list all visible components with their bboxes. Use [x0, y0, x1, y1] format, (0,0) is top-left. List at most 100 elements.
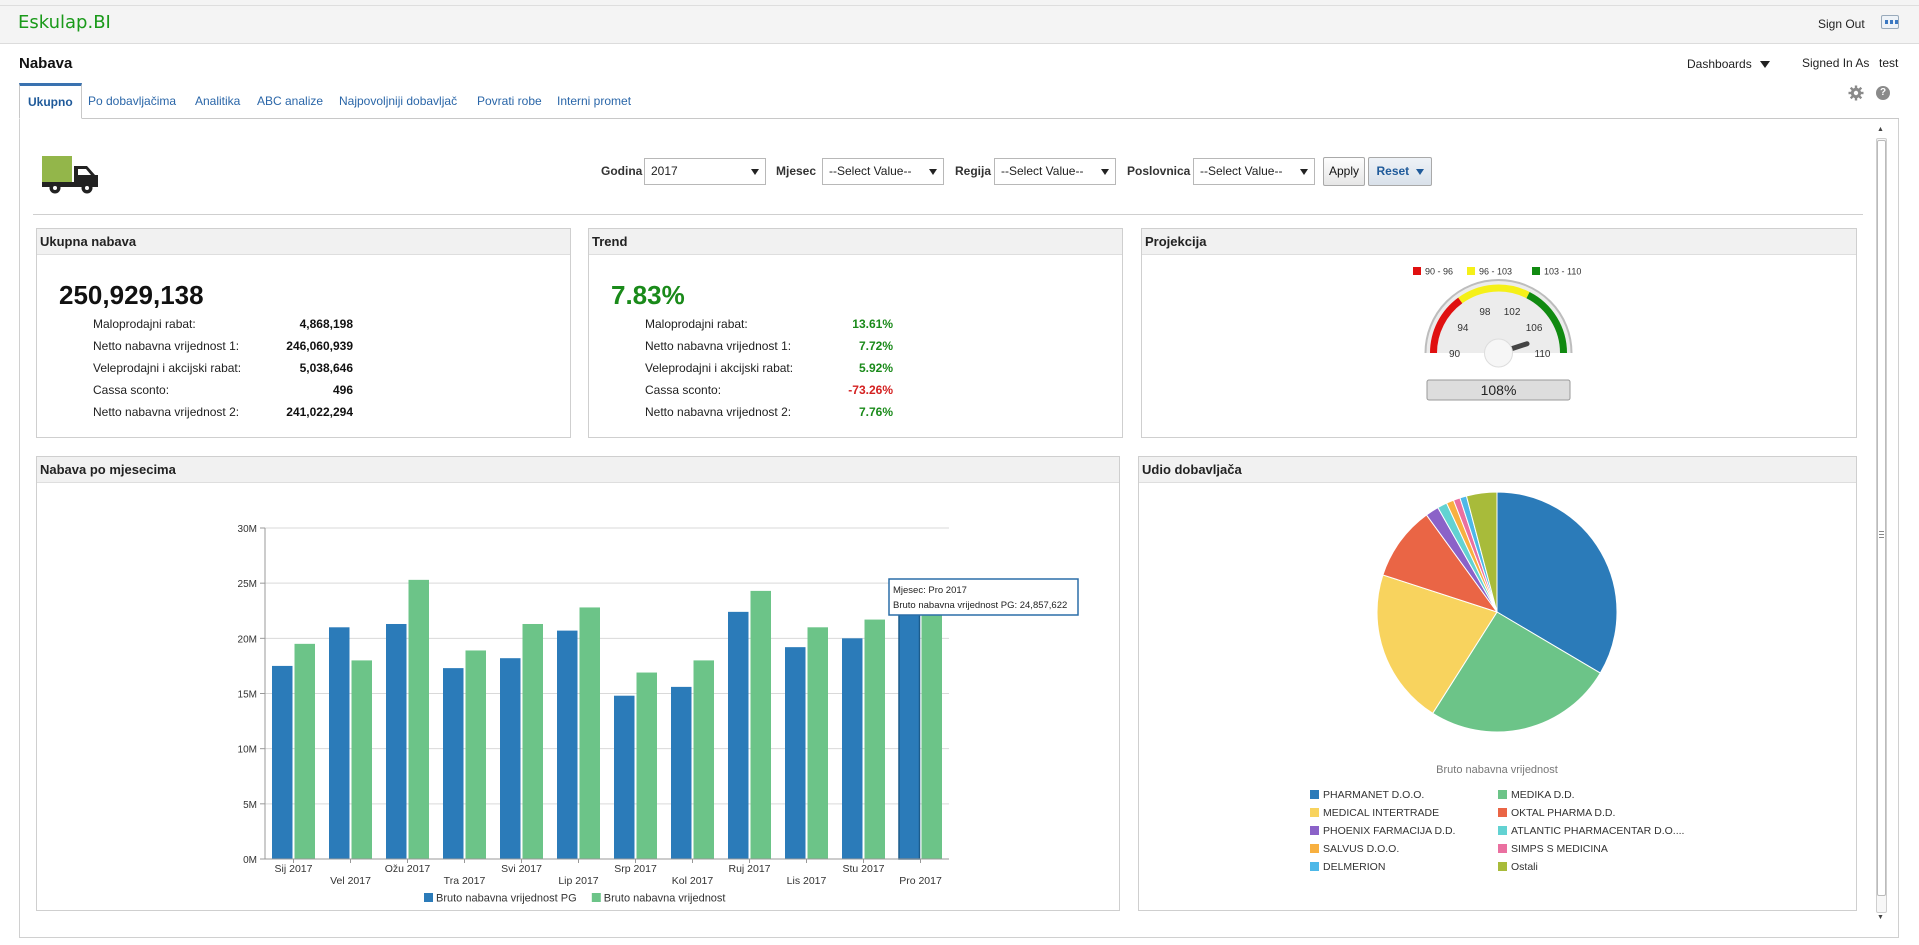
- godina-label: Godina: [601, 164, 643, 178]
- pie-slice[interactable]: [1496, 491, 1618, 674]
- bar[interactable]: [921, 605, 943, 859]
- chevron-down-icon: [1101, 169, 1109, 175]
- tab-najpovoljniji-dobavljac[interactable]: Najpovoljniji dobavljač: [339, 94, 458, 108]
- trend-row-label: Netto nabavna vrijednost 1:: [645, 339, 792, 353]
- bar[interactable]: [465, 650, 487, 859]
- legend-label: MEDICAL INTERTRADE: [1323, 807, 1439, 819]
- dashboards-menu[interactable]: Dashboards: [1687, 57, 1771, 71]
- mjesec-value: --Select Value--: [829, 164, 912, 178]
- legend-swatch: [1310, 808, 1319, 817]
- projekcija-title: Projekcija: [1142, 229, 1856, 255]
- legend-label: Bruto nabavna vrijednost: [604, 893, 726, 905]
- apply-button[interactable]: Apply: [1323, 157, 1365, 186]
- gauge-legend-swatch: [1532, 267, 1540, 275]
- scroll-thumb[interactable]: [1877, 140, 1886, 896]
- scroll-down-arrow-icon[interactable]: ▼: [1877, 914, 1884, 921]
- tab-abc-analize[interactable]: ABC analize: [257, 94, 324, 108]
- bar-chart[interactable]: 0M 5M 10M 15M 20M 25M 30M Sij 2017 Vel 2017 Ožu 2…: [37, 484, 1119, 911]
- truck-icon: [42, 156, 98, 194]
- gauge-legend-label: 96 - 103: [1479, 267, 1512, 277]
- legend-label: Bruto nabavna vrijednost PG: [436, 893, 577, 905]
- bar[interactable]: [443, 668, 464, 859]
- bar[interactable]: [864, 619, 886, 859]
- legend-swatch: [1498, 844, 1507, 853]
- app-logo[interactable]: Eskulap.BI: [18, 12, 111, 33]
- mjesec-select[interactable]: --Select Value--: [822, 158, 944, 185]
- x-tick-label: Srp 2017: [614, 863, 657, 875]
- udio-dobavljaca-panel: Udio dobavljača Bruto nabavna vrijednost…: [1138, 456, 1857, 911]
- y-tick-label: 15M: [238, 690, 257, 701]
- bar[interactable]: [636, 672, 658, 859]
- top-divider: [0, 5, 1919, 6]
- trend-row-label: Maloprodajni rabat:: [645, 317, 748, 331]
- ukupna-row-value: 5,038,646: [299, 361, 353, 375]
- bar[interactable]: [294, 643, 316, 859]
- bar-legend: Bruto nabavna vrijednost PG Bruto nabavna…: [424, 893, 725, 905]
- x-tick-label: Tra 2017: [444, 875, 486, 887]
- pie-chart[interactable]: Bruto nabavna vrijednost PHARMANET D.O.O.…: [1139, 484, 1856, 911]
- help-icon[interactable]: ?: [1876, 86, 1890, 100]
- chevron-down-icon: [751, 169, 759, 175]
- sign-out-link[interactable]: Sign Out: [1818, 17, 1865, 31]
- x-tick-label: Svi 2017: [501, 863, 542, 875]
- gear-icon[interactable]: [1848, 85, 1864, 101]
- tab-interni-promet[interactable]: Interni promet: [557, 94, 632, 108]
- bar[interactable]: [671, 686, 692, 859]
- legend-label: ATLANTIC PHARMACENTAR D.O....: [1511, 825, 1684, 837]
- pie-slice[interactable]: [1432, 611, 1601, 733]
- godina-value: 2017: [651, 164, 678, 178]
- bar[interactable]: [272, 665, 293, 859]
- bar[interactable]: [842, 638, 863, 859]
- reset-button[interactable]: Reset: [1368, 157, 1432, 186]
- scroll-up-arrow-icon[interactable]: ▲: [1877, 126, 1884, 133]
- bar[interactable]: [693, 660, 715, 859]
- x-tick-label: Pro 2017: [899, 875, 942, 887]
- trend-row-label: Veleprodajni i akcijski rabat:: [645, 361, 794, 375]
- y-tick-label: 0M: [243, 855, 257, 866]
- pie-slice[interactable]: [1465, 491, 1498, 613]
- nabava-po-mjesecima-panel: Nabava po mjesecima 0M 5M 10M 15M 20M 25M 30M S…: [36, 456, 1120, 911]
- legend-label: SALVUS D.O.O.: [1323, 843, 1399, 855]
- tab-povrati-robe[interactable]: Povrati robe: [477, 94, 542, 108]
- bar[interactable]: [579, 607, 601, 859]
- x-tick-label: Ožu 2017: [385, 863, 431, 875]
- bar[interactable]: [386, 623, 407, 859]
- signed-in-user[interactable]: test: [1879, 56, 1899, 70]
- bar[interactable]: [351, 660, 373, 859]
- gauge-value-box: [1426, 379, 1571, 401]
- apps-grid-icon[interactable]: [1881, 15, 1899, 29]
- regija-select[interactable]: --Select Value--: [994, 158, 1116, 185]
- gauge-legend-label: 90 - 96: [1425, 267, 1453, 277]
- bar[interactable]: [522, 623, 544, 859]
- page-title: Nabava: [19, 55, 73, 72]
- prompt-divider: [33, 214, 1863, 215]
- gauge-tick-label: 102: [1504, 307, 1521, 318]
- bar[interactable]: [728, 611, 749, 859]
- bar[interactable]: [898, 583, 921, 860]
- bar[interactable]: [807, 627, 829, 859]
- legend-label: SIMPS S MEDICINA: [1511, 843, 1608, 855]
- bar[interactable]: [408, 579, 430, 859]
- pie-slice[interactable]: [1376, 574, 1498, 715]
- chevron-down-icon: [1415, 168, 1424, 175]
- bar[interactable]: [750, 590, 772, 859]
- bar[interactable]: [785, 647, 806, 859]
- ukupna-row-value: 246,060,939: [286, 339, 353, 353]
- bar[interactable]: [557, 630, 578, 859]
- godina-select[interactable]: 2017: [644, 158, 766, 185]
- tooltip-box: [888, 578, 1079, 616]
- pie-slice[interactable]: [1382, 514, 1499, 613]
- vertical-scrollbar[interactable]: ▲ ▼: [1874, 126, 1888, 926]
- poslovnica-select[interactable]: --Select Value--: [1193, 158, 1315, 185]
- pie-caption: Bruto nabavna vrijednost: [1436, 764, 1558, 776]
- tab-ukupno[interactable]: Ukupno: [19, 83, 82, 119]
- gauge-value-label: 108%: [1481, 382, 1517, 398]
- bar[interactable]: [329, 627, 350, 859]
- bar[interactable]: [500, 658, 521, 859]
- pie-chart-title: Udio dobavljača: [1139, 457, 1856, 483]
- tab-analitika[interactable]: Analitika: [195, 94, 241, 108]
- ukupna-row-value: 241,022,294: [286, 405, 353, 419]
- tooltip-line-1: Mjesec: Pro 2017: [893, 585, 967, 596]
- tab-po-dobavljacima[interactable]: Po dobavljačima: [88, 94, 177, 108]
- bar[interactable]: [614, 695, 635, 859]
